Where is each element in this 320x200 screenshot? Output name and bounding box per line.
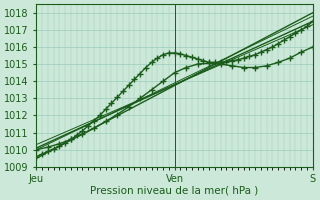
X-axis label: Pression niveau de la mer( hPa ): Pression niveau de la mer( hPa ) — [91, 186, 259, 196]
